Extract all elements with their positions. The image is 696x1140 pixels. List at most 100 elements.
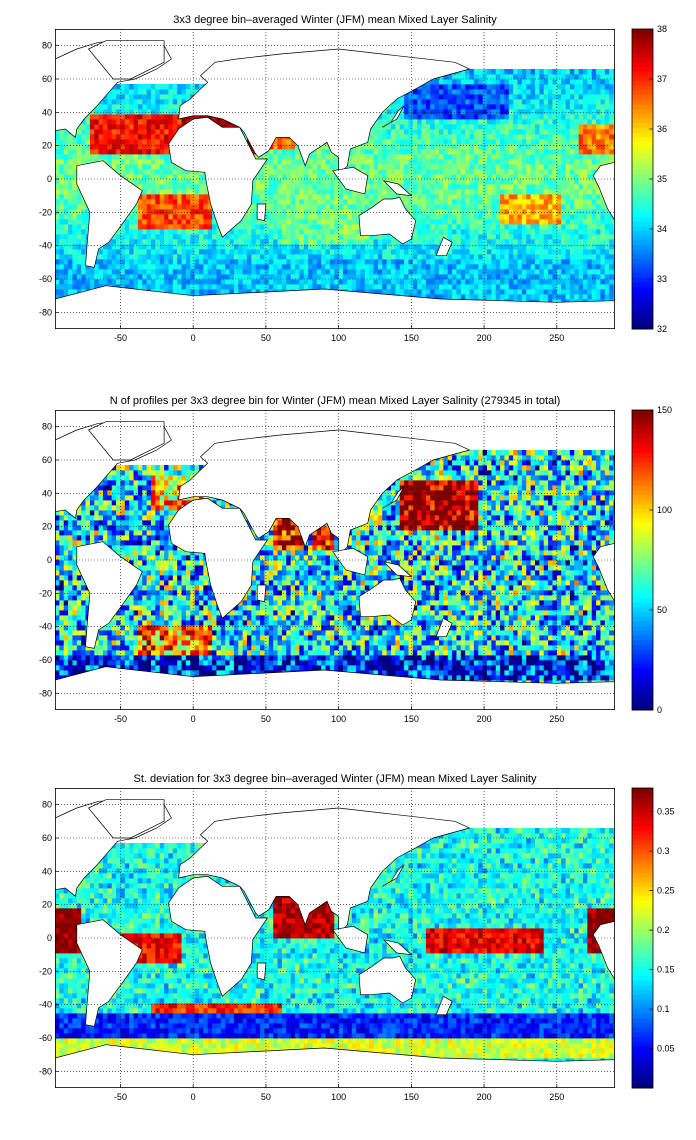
data-cell — [434, 164, 440, 170]
data-cell — [273, 234, 278, 240]
data-cell — [377, 234, 383, 240]
data-cell — [181, 184, 187, 190]
data-cell — [81, 229, 86, 235]
data-cell — [482, 249, 488, 255]
data-cell — [456, 214, 462, 220]
data-cell — [452, 294, 457, 300]
data-cell — [81, 134, 86, 140]
data-cell — [133, 129, 139, 135]
data-cell — [495, 159, 501, 165]
data-cell — [452, 99, 457, 105]
data-cell — [500, 119, 505, 125]
data-cell — [513, 259, 518, 265]
data-cell — [452, 89, 457, 95]
data-cell — [452, 194, 457, 200]
data-cell — [316, 199, 322, 205]
data-cell — [129, 114, 134, 120]
data-cell — [273, 204, 278, 210]
data-cell — [443, 179, 449, 185]
data-cell — [500, 264, 505, 270]
data-cell — [517, 274, 523, 280]
data-cell — [63, 229, 69, 235]
data-cell — [177, 94, 182, 100]
data-cell — [172, 274, 178, 280]
data-cell — [504, 199, 510, 205]
data-cell — [434, 284, 440, 290]
data-cell — [72, 219, 78, 225]
data-cell — [229, 234, 235, 240]
data-cell — [164, 144, 169, 150]
data-cell — [500, 254, 505, 260]
data-cell — [456, 134, 462, 140]
data-cell — [316, 234, 322, 240]
data-cell — [290, 224, 296, 230]
data-cell — [329, 194, 335, 200]
data-cell — [185, 194, 191, 200]
data-cell — [351, 209, 357, 215]
data-cell — [478, 164, 484, 170]
data-cell — [146, 264, 152, 270]
data-cell — [316, 174, 322, 180]
data-cell — [373, 279, 379, 285]
data-cell — [212, 229, 217, 235]
data-cell — [76, 279, 82, 285]
data-cell — [347, 269, 353, 275]
data-cell — [181, 249, 187, 255]
data-cell — [155, 84, 161, 90]
data-cell — [85, 274, 91, 280]
data-cell — [98, 279, 104, 285]
data-cell — [268, 259, 274, 265]
data-cell — [159, 244, 165, 250]
data-cell — [116, 244, 121, 250]
data-cell — [137, 159, 143, 165]
data-cell — [504, 74, 510, 80]
data-cell — [55, 144, 60, 150]
data-cell — [177, 169, 182, 175]
data-cell — [399, 94, 405, 100]
data-cell — [500, 174, 505, 180]
data-cell — [430, 194, 436, 200]
data-cell — [487, 269, 492, 275]
data-cell — [190, 264, 196, 270]
data-cell — [194, 89, 200, 95]
data-cell — [504, 94, 510, 100]
data-cell — [526, 174, 532, 180]
data-cell — [351, 274, 357, 280]
data-cell — [190, 219, 196, 225]
data-cell — [395, 269, 401, 275]
data-cell — [334, 269, 340, 275]
data-cell — [308, 259, 313, 265]
data-cell — [194, 114, 200, 120]
data-cell — [72, 289, 78, 295]
data-cell — [142, 154, 148, 160]
data-cell — [164, 274, 169, 280]
data-cell — [290, 169, 296, 175]
data-cell — [491, 279, 497, 285]
data-cell — [399, 279, 405, 285]
data-cell — [430, 209, 436, 215]
data-cell — [473, 279, 479, 285]
data-cell — [107, 249, 113, 255]
data-cell — [133, 174, 139, 180]
data-cell — [456, 254, 462, 260]
data-cell — [465, 269, 470, 275]
data-cell — [334, 184, 340, 190]
data-cell — [63, 234, 69, 240]
data-cell — [273, 229, 278, 235]
data-cell — [460, 74, 466, 80]
data-cell — [530, 219, 536, 225]
data-cell — [129, 214, 134, 220]
data-cell — [89, 109, 95, 115]
data-cell — [203, 189, 209, 195]
data-cell — [190, 289, 196, 295]
data-cell — [465, 119, 470, 125]
data-cell — [412, 164, 418, 170]
data-cell — [129, 174, 134, 180]
data-cell — [487, 84, 492, 90]
data-cell — [408, 274, 414, 280]
data-cell — [452, 199, 457, 205]
data-cell — [59, 249, 65, 255]
data-cell — [530, 99, 536, 105]
data-cell — [521, 99, 527, 105]
data-cell — [151, 219, 156, 225]
